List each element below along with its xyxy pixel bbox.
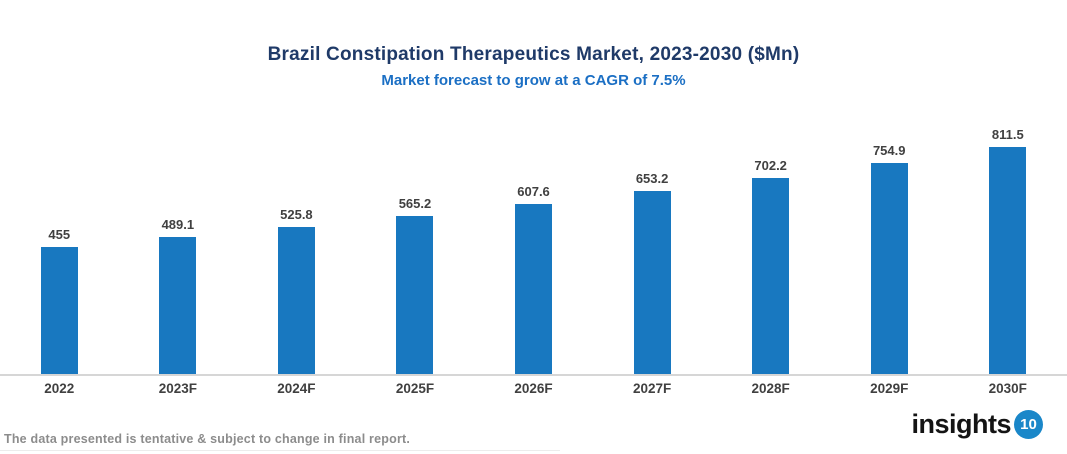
x-axis-labels: 2022 2023F 2024F 2025F 2026F 2027F 2028F 2029F 2…	[0, 381, 1067, 396]
footer-divider	[0, 450, 560, 451]
bar-column-2025F: 565.2	[356, 196, 475, 374]
bar-value-label: 565.2	[398, 196, 432, 211]
x-axis-label: 2030F	[988, 381, 1027, 396]
bar-column-2023F: 489.1	[119, 217, 238, 374]
bar-column-2024F: 525.8	[237, 207, 356, 374]
bar-plot-area: 455 489.1 525.8 565.2 607.6 653.2 702.2 754.9 81…	[0, 110, 1067, 374]
bar-column-2026F: 607.6	[474, 184, 593, 374]
bar	[870, 163, 908, 374]
bar-value-label: 811.5	[991, 127, 1024, 142]
x-axis-line	[0, 374, 1067, 376]
footer-disclaimer: The data presented is tentative & subjec…	[4, 432, 411, 446]
x-axis-label: 2028F	[751, 381, 790, 396]
bar-column-2030F: 811.5	[949, 127, 1067, 374]
bar	[633, 191, 671, 374]
bar-value-label: 525.8	[280, 207, 313, 222]
bar-column-2027F: 653.2	[593, 171, 712, 374]
insights10-logo: insights 10	[911, 406, 1043, 442]
bar-value-label: 455	[48, 227, 71, 242]
bar	[396, 216, 434, 374]
bar-value-label: 607.6	[517, 184, 550, 199]
bar	[989, 147, 1027, 374]
bar	[515, 204, 553, 374]
bar	[752, 178, 790, 374]
bar-column-2028F: 702.2	[711, 158, 830, 374]
x-axis-label: 2027F	[632, 381, 672, 396]
bar	[277, 227, 315, 374]
bar-value-label: 653.2	[635, 171, 669, 186]
bar-value-label: 702.2	[754, 158, 787, 173]
bar	[40, 247, 78, 374]
logo-badge-10-icon: 10	[1014, 409, 1043, 439]
x-axis-label: 2025F	[395, 381, 435, 396]
x-axis-label: 2024F	[277, 381, 316, 396]
x-axis-label: 2029F	[870, 381, 909, 396]
bar-column-2029F: 754.9	[830, 143, 949, 374]
logo-wordmark: insights	[911, 408, 1011, 439]
bar	[159, 237, 197, 374]
bar-value-label: 489.1	[161, 217, 195, 232]
bar-column-2022: 455	[0, 227, 119, 374]
chart-subtitle: Market forecast to grow at a CAGR of 7.5…	[381, 72, 686, 89]
x-axis-label: 2023F	[158, 381, 197, 396]
x-axis-label: 2022	[44, 381, 75, 396]
x-axis-label: 2026F	[514, 381, 553, 396]
chart-title: Brazil Constipation Therapeutics Market,…	[267, 44, 800, 65]
bar-value-label: 754.9	[872, 143, 906, 158]
